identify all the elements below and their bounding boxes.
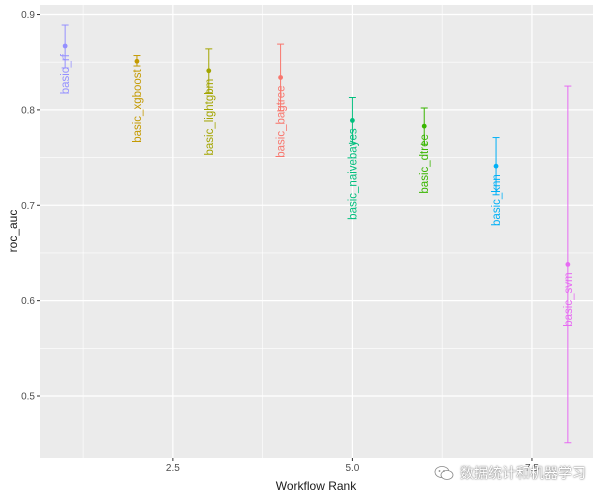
point-label: basic_xgboost (132, 68, 144, 142)
major-gridlines (40, 5, 593, 458)
point-label: basic_naivebayes (347, 128, 359, 220)
point-group: basic_dtree (419, 107, 431, 194)
axis-ticks: 2.5 5.0 7.5 0.5 0.6 0.7 0.8 0.9 (21, 10, 539, 474)
point-label: basic_lightgbm (204, 79, 216, 156)
point-group: basic_knn (491, 137, 503, 226)
point-label: basic_rf (60, 53, 72, 94)
y-tick-label: 0.6 (21, 296, 35, 307)
watermark-text: 数据统计和机器学习 (460, 466, 586, 482)
point-label: basic_bagtree (276, 85, 288, 157)
point-group: basic_naivebayes (347, 97, 359, 220)
data-point (62, 43, 68, 49)
point-label: basic_svm (563, 272, 575, 326)
y-tick-label: 0.5 (21, 392, 35, 403)
point-group: basic_rf (60, 24, 72, 94)
data-point (134, 58, 140, 64)
point-label: basic_dtree (419, 134, 431, 193)
y-tick-label: 0.7 (21, 201, 35, 212)
data-point (350, 117, 355, 123)
x-tick-label: 5.0 (345, 463, 359, 474)
minor-gridlines (40, 5, 593, 458)
watermark: 数据统计和机器学习 (434, 463, 586, 483)
point-group: basic_lightgbm (204, 48, 216, 156)
point-group: basic_xgboost (132, 55, 144, 143)
point-group: basic_bagtree (276, 43, 288, 158)
data-point (206, 68, 212, 74)
x-tick-label: 2.5 (166, 463, 180, 474)
data-series: basic_rf basic_xgboost basic_lightgbm basic… (60, 24, 575, 444)
point-group: basic_svm (563, 85, 575, 444)
x-axis-title: Workflow Rank (276, 479, 357, 493)
y-axis-title: roc_auc (6, 210, 20, 253)
panel-background (40, 5, 593, 458)
data-point (493, 163, 499, 169)
point-label: basic_knn (491, 174, 503, 226)
data-point (565, 262, 571, 267)
data-point (421, 123, 427, 129)
wechat-icon (434, 466, 454, 480)
y-tick-label: 0.9 (21, 10, 35, 21)
y-tick-label: 0.8 (21, 105, 35, 116)
x-tick-label: 7.5 (525, 463, 539, 474)
data-point (278, 75, 283, 80)
